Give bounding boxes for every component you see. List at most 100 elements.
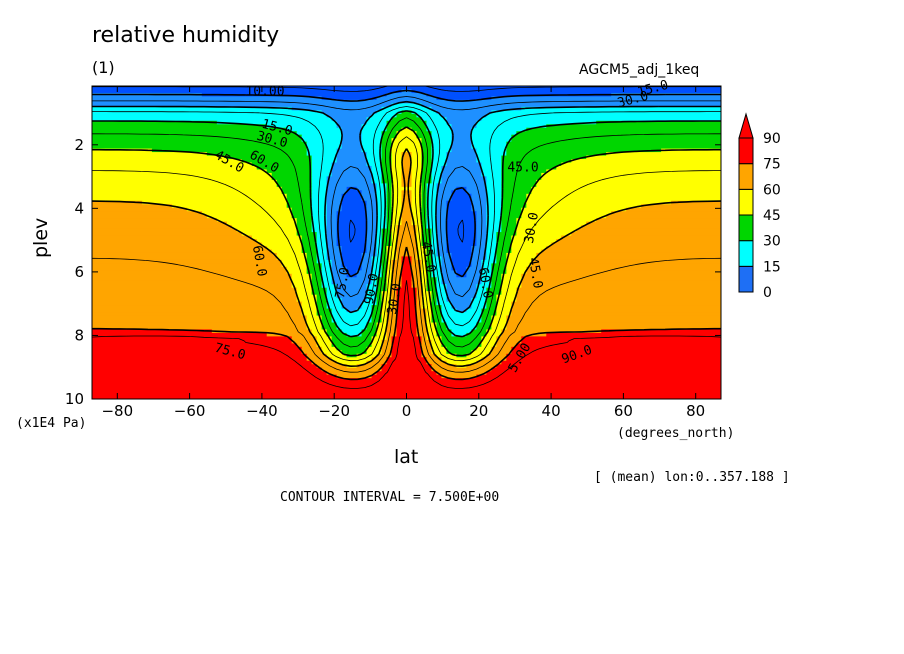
contour-fill-cell: [376, 200, 388, 205]
contour-fill-cell: [381, 155, 393, 160]
contour-fill-cell: [92, 266, 288, 271]
contour-fill-cell: [491, 325, 507, 331]
contour-fill-cell: [371, 343, 383, 348]
contour-fill-cell: [291, 339, 318, 344]
contour-fill-cell: [311, 287, 328, 292]
contour-fill-cell: [336, 225, 368, 230]
contour-fill-cell: [376, 218, 388, 223]
contour-fill-cell: [92, 190, 283, 195]
contour-fill-cell: [421, 305, 433, 310]
contour-fill-cell: [381, 145, 393, 150]
contour-fill-cell: [401, 190, 413, 195]
contour-label: 30.0: [385, 282, 405, 315]
contour-fill-cell: [511, 346, 721, 351]
contour-fill-cell: [391, 301, 398, 306]
contour-fill-cell: [411, 263, 423, 268]
contour-fill-cell: [311, 228, 328, 233]
contour-fill-cell: [341, 127, 363, 132]
contour-fill-cell: [401, 176, 413, 181]
contour-fill-cell: [526, 197, 721, 202]
contour-fill-cell: [511, 312, 721, 317]
contour-fill-cell: [471, 263, 482, 268]
contour-fill-cell: [411, 256, 418, 261]
contour-fill-cell: [426, 256, 433, 261]
contour-fill-cell: [496, 308, 512, 313]
contour-fill-cell: [416, 332, 428, 337]
contour-fill-cell: [321, 346, 338, 351]
contour-fill-cell: [476, 291, 487, 296]
contour-fill-cell: [421, 155, 433, 160]
contour-fill-cell: [546, 332, 721, 337]
contour-fill-cell: [426, 287, 438, 292]
contour-fill-cell: [331, 280, 373, 285]
contour-fill-cell: [92, 322, 308, 327]
contour-fill-cell: [366, 152, 383, 157]
contour-fill-cell: [426, 249, 433, 254]
contour-fill-cell: [341, 197, 363, 202]
contour-fill-cell: [511, 242, 552, 247]
contour-fill-cell: [476, 325, 492, 331]
contour-fill-cell: [92, 207, 188, 212]
contour-fill-cell: [326, 183, 378, 188]
contour-fill-cell: [416, 294, 423, 299]
contour-fill-cell: [516, 291, 721, 296]
contour-fill-cell: [426, 221, 438, 226]
contour-fill-cell: [521, 273, 721, 278]
contour-fill-cell: [436, 221, 448, 226]
contour-fill-cell: [516, 232, 572, 237]
contour-fill-cell: [336, 152, 368, 157]
contour-fill-cell: [331, 336, 373, 341]
contour-fill-cell: [326, 211, 338, 216]
contour-fill-cell: [331, 162, 368, 167]
contour-fill-cell: [516, 294, 721, 299]
contour-fill-cell: [446, 291, 477, 296]
contour-fill-cell: [326, 353, 348, 358]
contour-fill-cell: [411, 266, 423, 271]
contour-fill-cell: [536, 252, 721, 258]
contour-fill-cell: [431, 138, 453, 143]
contour-fill-cell: [336, 211, 368, 216]
contour-fill-cell: [486, 235, 497, 240]
contour-fill-cell: [366, 249, 378, 254]
contour-fill-cell: [266, 245, 303, 251]
contour-fill-cell: [361, 193, 378, 198]
contour-fill-cell: [421, 235, 433, 240]
contour-fill-cell: [496, 232, 517, 237]
x-tick-label: 80: [686, 402, 705, 420]
contour-fill-cell: [586, 221, 721, 226]
contour-fill-cell: [496, 242, 512, 247]
contour-fill-cell: [316, 252, 328, 258]
contour-fill-cell: [531, 190, 721, 195]
contour-fill-cell: [531, 186, 721, 191]
contour-fill-cell: [396, 225, 418, 230]
contour-fill-cell: [281, 259, 308, 264]
contour-fill-cell: [446, 221, 477, 226]
contour-fill-cell: [466, 270, 482, 275]
contour-fill-cell: [92, 148, 153, 153]
contour-fill-cell: [376, 214, 388, 219]
contour-fill-cell: [331, 169, 373, 174]
contour-fill-cell: [311, 332, 328, 337]
contour-fill-cell: [381, 301, 393, 306]
contour-fill-cell: [366, 218, 378, 223]
contour-fill-cell: [376, 228, 383, 233]
contour-fill-cell: [426, 225, 438, 230]
contour-fill-cell: [391, 277, 403, 282]
contour-fill-cell: [306, 256, 318, 261]
contour-fill-cell: [361, 197, 378, 202]
contour-fill-cell: [286, 127, 343, 132]
contour-fill-cell: [486, 294, 497, 299]
contour-fill-cell: [386, 360, 428, 365]
colorbar-bin: [738, 214, 754, 242]
contour-fill-cell: [606, 152, 721, 157]
colorbar-bin: [738, 240, 754, 267]
contour-fill-cell: [501, 179, 537, 184]
contour-fill-cell: [446, 211, 477, 216]
contour-fill-cell: [376, 186, 388, 191]
contour-fill-cell: [92, 343, 298, 348]
contour-fill-cell: [451, 263, 472, 268]
contour-fill-cell: [451, 141, 472, 146]
contour-fill-cell: [421, 172, 433, 178]
contour-fill-cell: [376, 221, 388, 226]
contour-fill-cell: [356, 353, 378, 358]
